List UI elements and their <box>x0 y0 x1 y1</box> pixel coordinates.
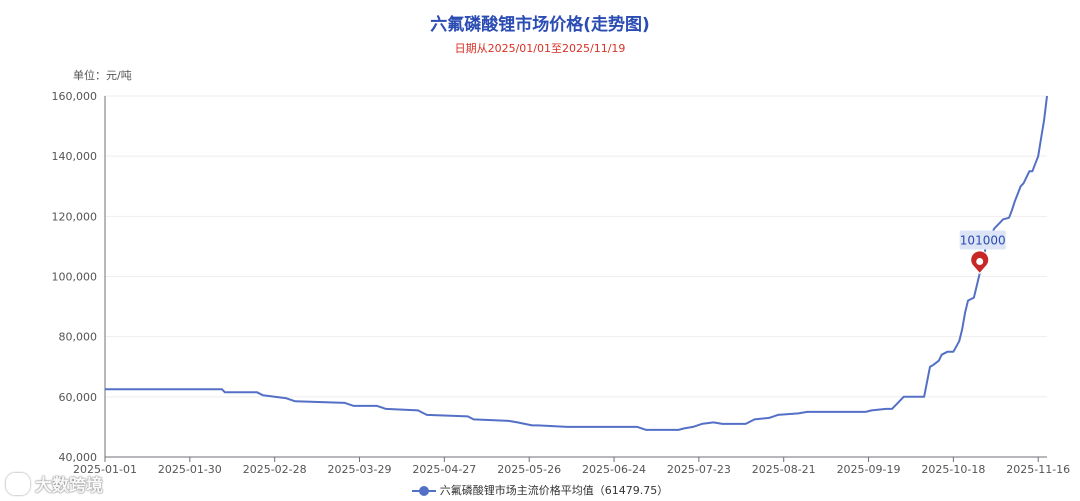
x-tick-label: 2025-05-26 <box>497 463 561 476</box>
pin-marker-dot <box>976 257 984 265</box>
legend-label: 六氟磷酸锂市场主流价格平均值（61479.75） <box>439 484 669 497</box>
legend-swatch-icon <box>411 486 436 496</box>
y-tick-label: 60,000 <box>59 391 98 404</box>
chart-legend[interactable]: 六氟磷酸锂市场主流价格平均值（61479.75） <box>0 482 1080 498</box>
chart-subtitle: 日期从2025/01/01至2025/11/19 <box>454 42 626 55</box>
annotation-label: 101000 <box>960 233 1006 247</box>
y-tick-label: 160,000 <box>52 90 98 103</box>
y-tick-label: 140,000 <box>52 150 98 163</box>
x-tick-label: 2025-10-18 <box>921 463 985 476</box>
watermark-icon <box>6 472 30 495</box>
x-tick-label: 2025-11-16 <box>1006 463 1070 476</box>
x-tick-label: 2025-01-30 <box>158 463 222 476</box>
x-tick-label: 2025-02-28 <box>243 463 307 476</box>
chart-title: 六氟磷酸锂市场价格(走势图) <box>430 15 650 35</box>
x-tick-label: 2025-06-24 <box>582 463 646 476</box>
y-axis-unit-label: 单位：元/吨 <box>73 69 132 82</box>
series-line <box>105 95 1048 431</box>
y-tick-label: 40,000 <box>59 451 98 464</box>
x-tick-label: 2025-04-27 <box>412 463 476 476</box>
watermark-logo: 大数跨境 <box>6 471 103 496</box>
annotation-box <box>959 230 1006 250</box>
x-tick-label: 2025-09-19 <box>837 463 901 476</box>
y-tick-label: 100,000 <box>52 271 98 284</box>
x-tick-label: 2025-08-21 <box>752 463 816 476</box>
x-tick-label: 2025-07-23 <box>667 463 731 476</box>
x-tick-label: 2025-03-29 <box>328 463 392 476</box>
y-tick-label: 80,000 <box>59 331 98 344</box>
y-tick-label: 120,000 <box>52 210 98 223</box>
x-tick-label: 2025-01-01 <box>73 463 137 476</box>
